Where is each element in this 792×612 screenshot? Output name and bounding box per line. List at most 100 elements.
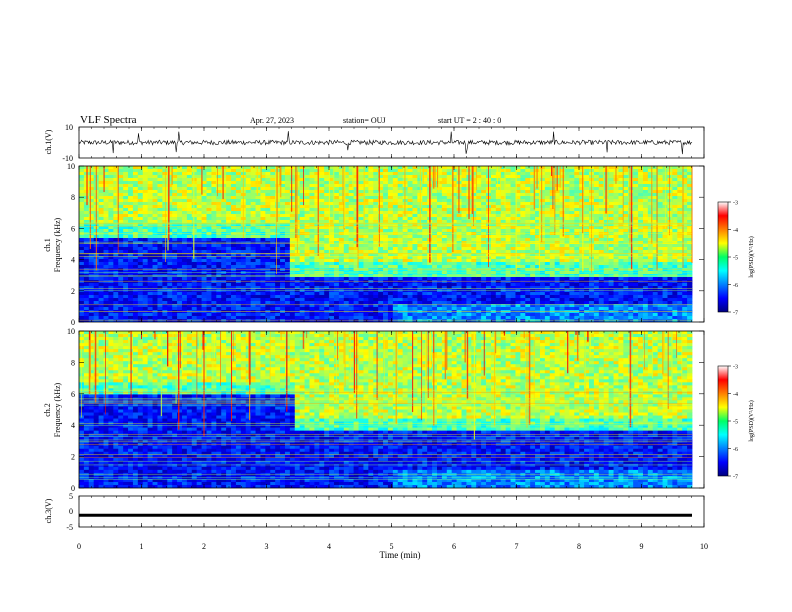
spectrogram-cell xyxy=(535,277,541,281)
spectrogram-cell xyxy=(83,298,90,302)
spectrogram-cell xyxy=(152,307,158,311)
spectrogram-cell xyxy=(309,214,315,218)
spectrogram-cell xyxy=(314,250,320,254)
spectrogram-cell xyxy=(515,262,521,266)
spectrogram-cell xyxy=(147,238,153,242)
spectrogram-cell xyxy=(172,205,178,209)
spectrogram-cell xyxy=(436,316,443,320)
spectrogram-cell xyxy=(432,259,438,263)
spectrogram-cell xyxy=(309,226,315,230)
spectrogram-cell xyxy=(392,298,399,302)
spectrogram-cell xyxy=(520,211,526,215)
spectrogram-cell xyxy=(186,187,193,191)
spectrogram-cell xyxy=(103,184,109,188)
spectrogram-cell xyxy=(387,208,394,212)
spectrogram-cell xyxy=(432,295,438,299)
spectrogram-cell xyxy=(338,184,345,188)
spectrogram-cell xyxy=(103,232,109,236)
spectrogram-cell xyxy=(235,262,242,266)
spectrogram-cell xyxy=(544,298,551,302)
spectrogram-cell xyxy=(275,238,281,242)
spectrogram-cell xyxy=(461,178,467,182)
spectrogram-cell xyxy=(378,262,384,266)
spectrogram-cell xyxy=(216,193,222,197)
spectrogram-cell xyxy=(289,172,296,176)
spectrogram-cell xyxy=(348,181,355,185)
spectrogram-cell xyxy=(113,298,119,302)
spectrogram-cell xyxy=(240,292,247,296)
spectrogram-cell xyxy=(353,253,359,257)
spectrogram-cell xyxy=(520,193,526,197)
spectrogram-cell xyxy=(343,202,350,206)
spectrogram-cell xyxy=(432,301,438,305)
spectrogram-cell xyxy=(358,178,364,182)
spectrogram-cell xyxy=(172,250,178,254)
spectrogram-cell xyxy=(260,286,266,290)
spectrogram-cell xyxy=(520,304,526,308)
spectrogram-cell xyxy=(358,316,364,320)
spectrogram-cell xyxy=(235,286,242,290)
spectrogram-cell xyxy=(510,217,516,221)
spectrogram-cell xyxy=(216,280,222,284)
spectrogram-cell xyxy=(255,172,261,176)
spectrogram-cell xyxy=(147,244,153,248)
spectrogram-cell xyxy=(265,310,271,314)
spectrogram-cell xyxy=(471,250,477,254)
spectrogram-cell xyxy=(108,226,114,230)
spectrogram-cell xyxy=(515,253,521,257)
spectrogram-cell xyxy=(329,238,335,242)
spectrogram-cell xyxy=(142,301,149,305)
spectrogram-cell xyxy=(387,262,394,266)
spectrogram-cell xyxy=(471,313,477,317)
spectrogram-cell xyxy=(471,316,477,320)
spectrogram-cell xyxy=(353,199,359,203)
spectrogram-cell xyxy=(476,220,482,224)
spectrogram-cell xyxy=(201,286,207,290)
spectrogram-cell xyxy=(299,235,305,239)
spectrogram-cell xyxy=(373,292,379,296)
spectrogram-cell xyxy=(103,214,109,218)
spectrogram-cell xyxy=(363,169,369,173)
spectrogram-cell xyxy=(358,211,364,215)
spectrogram-cell xyxy=(152,202,158,206)
spectrogram-cell xyxy=(157,211,163,215)
spectrogram-cell xyxy=(397,295,404,299)
spectrogram-cell xyxy=(441,253,448,257)
spectrogram-cell xyxy=(309,166,315,170)
spectrogram-cell xyxy=(383,226,389,230)
spectrogram-cell xyxy=(98,268,104,272)
spectrogram-cell xyxy=(157,205,163,209)
spectrogram-cell xyxy=(309,190,315,194)
spectrogram-cell xyxy=(260,247,266,251)
spectrogram-cell xyxy=(304,310,310,314)
spectrogram-cell xyxy=(427,301,433,305)
spectrogram-cell xyxy=(299,220,305,224)
spectrogram-cell xyxy=(79,286,85,290)
spectrogram-cell xyxy=(392,268,399,272)
spectrogram-cell xyxy=(451,268,457,272)
spectrogram-cell xyxy=(490,304,497,308)
spectrogram-cell xyxy=(231,202,237,206)
spectrogram-cell xyxy=(451,220,457,224)
spectrogram-cell xyxy=(221,310,227,314)
spectrogram-cell xyxy=(427,271,433,275)
spectrogram-cell xyxy=(103,262,109,266)
spectrogram-cell xyxy=(108,277,114,281)
spectrogram-cell xyxy=(265,172,271,176)
spectrogram-cell xyxy=(368,244,374,248)
spectrogram-cell xyxy=(446,193,453,197)
spectrogram-cell xyxy=(250,316,256,320)
spectrogram-cell xyxy=(397,316,404,320)
spectrogram-cell xyxy=(520,277,526,281)
spectrogram-cell xyxy=(275,208,281,212)
spectrogram-cell xyxy=(270,307,276,311)
spectrogram-cell xyxy=(250,280,256,284)
spectrogram-cell xyxy=(162,229,168,233)
spectrogram-cell xyxy=(373,199,379,203)
spectrogram-cell xyxy=(201,316,207,320)
spectrogram-cell xyxy=(275,217,281,221)
spectrogram-cell xyxy=(544,286,551,290)
spectrogram-cell xyxy=(436,229,443,233)
spectrogram-cell xyxy=(446,229,453,233)
spectrogram-cell xyxy=(132,307,139,311)
